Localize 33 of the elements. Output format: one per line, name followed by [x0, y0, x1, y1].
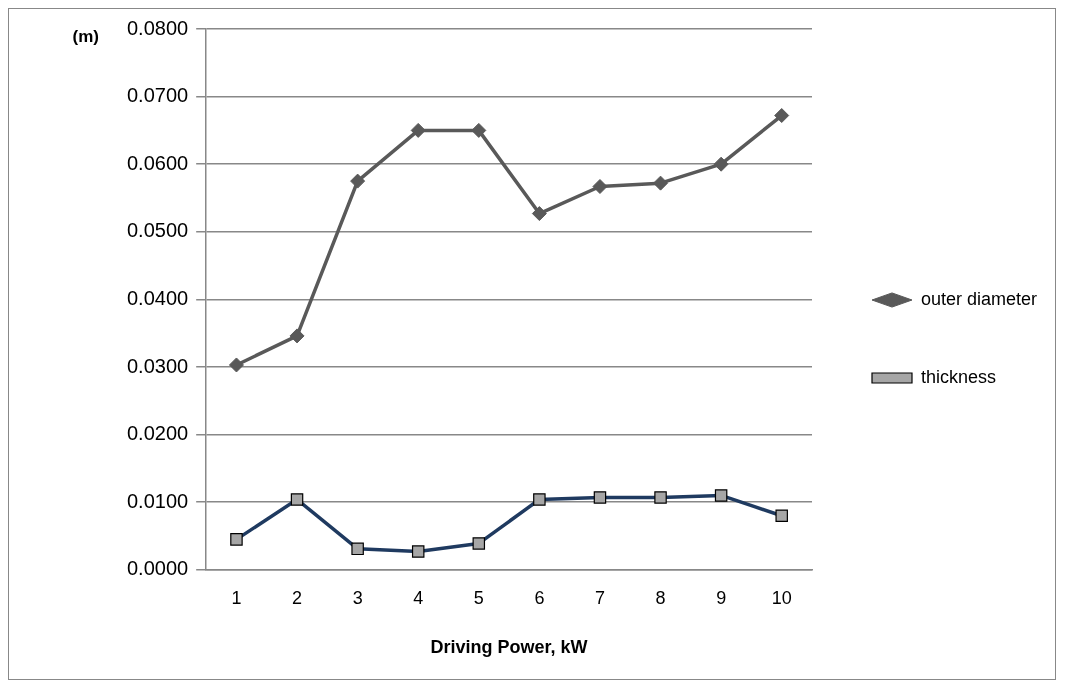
y-tick-label: 0.0700 [127, 84, 189, 107]
point [592, 179, 608, 195]
x-tick-label: 8 [655, 587, 666, 608]
x-tick-label: 6 [534, 587, 545, 608]
x-tick-label: 7 [594, 587, 605, 608]
point [713, 156, 729, 172]
y-tick-label: 0.0200 [127, 422, 189, 445]
x-tick-label: 4 [413, 587, 424, 608]
y-tick-label: 0.0500 [127, 219, 189, 242]
legend-label: thickness [921, 366, 997, 387]
point [531, 206, 547, 222]
point [471, 122, 487, 138]
x-tick-label: 9 [716, 587, 727, 608]
point [289, 328, 305, 344]
y-tick-label: 0.0000 [127, 557, 189, 580]
y-tick-label: 0.0600 [127, 151, 189, 174]
y-tick-label: 0.0800 [127, 16, 189, 39]
y-tick-label: 0.0100 [127, 489, 189, 512]
point [410, 122, 426, 138]
x-axis-title: Driving Power, kW [430, 637, 588, 658]
x-tick-label: 1 [231, 587, 242, 608]
y-axis-title: (m) [72, 26, 99, 46]
x-tick-label: 2 [292, 587, 303, 608]
legend-label: outer diameter [921, 288, 1038, 309]
x-tick-label: 5 [473, 587, 484, 608]
point [350, 173, 366, 189]
point [774, 108, 790, 124]
y-tick-label: 0.0400 [127, 286, 189, 309]
x-tick-label: 10 [771, 587, 792, 608]
point [653, 175, 669, 191]
x-tick-label: 3 [352, 587, 363, 608]
point [228, 357, 244, 373]
y-tick-label: 0.0300 [127, 354, 189, 377]
